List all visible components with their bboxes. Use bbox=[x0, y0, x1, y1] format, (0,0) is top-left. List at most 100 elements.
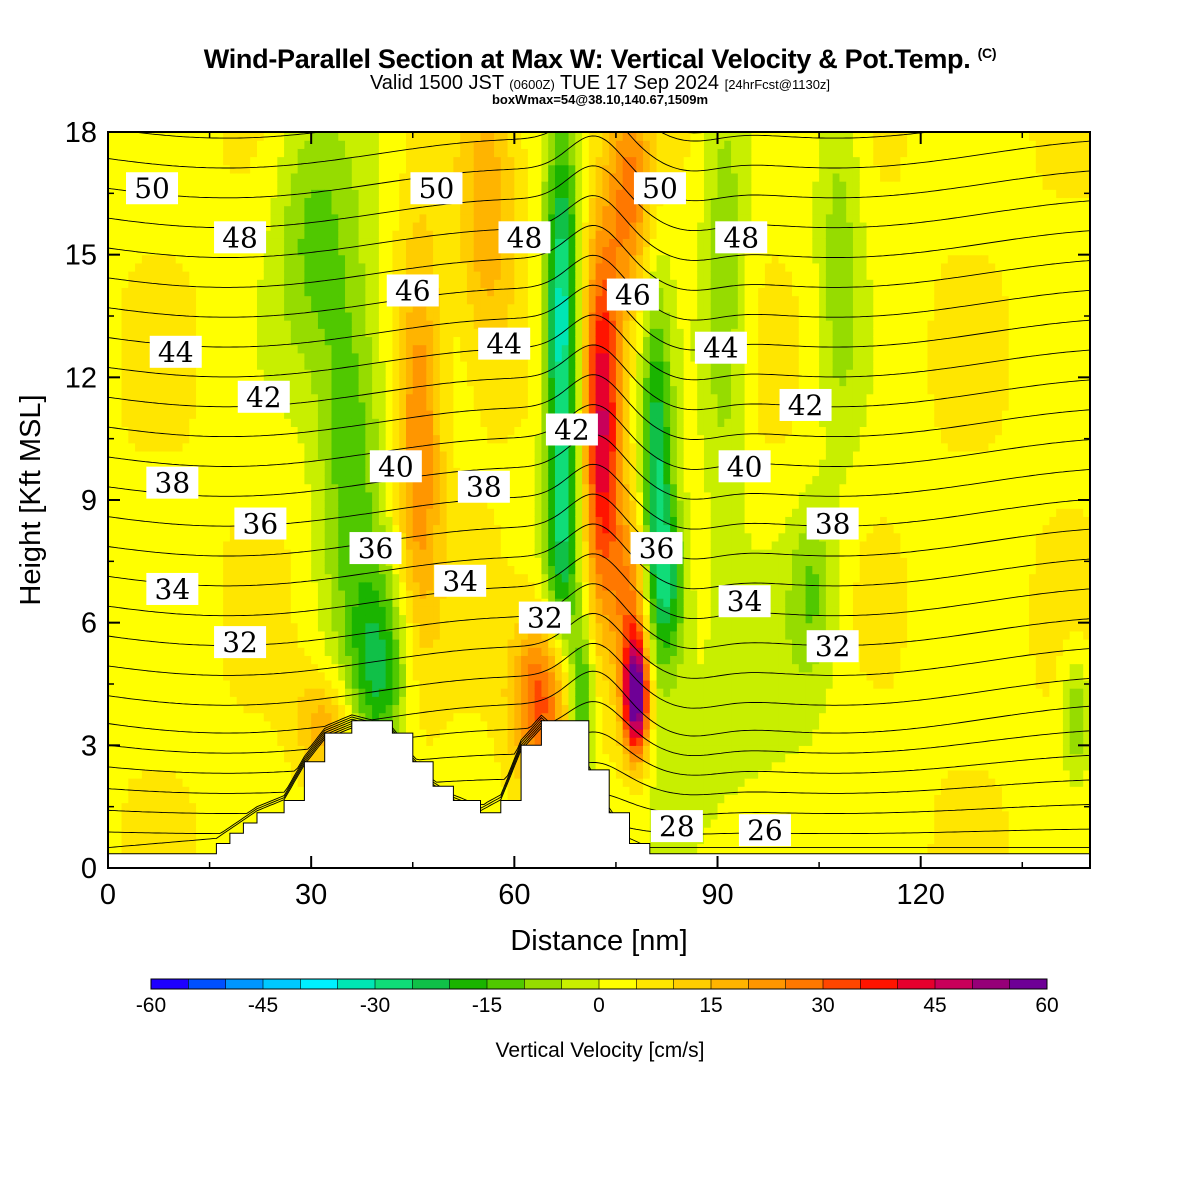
velocity-cell bbox=[270, 500, 278, 509]
velocity-cell bbox=[351, 410, 360, 419]
velocity-cell bbox=[189, 221, 197, 231]
velocity-cell bbox=[216, 344, 224, 354]
velocity-cell bbox=[358, 385, 366, 395]
velocity-cell bbox=[168, 148, 177, 158]
velocity-cell bbox=[182, 696, 190, 706]
velocity-cell bbox=[155, 786, 163, 795]
velocity-cell bbox=[378, 712, 387, 722]
velocity-cell bbox=[290, 500, 299, 509]
velocity-cell bbox=[317, 630, 326, 640]
velocity-cell bbox=[365, 295, 373, 305]
velocity-cell bbox=[114, 148, 123, 158]
velocity-cell bbox=[290, 532, 299, 542]
velocity-cell bbox=[141, 500, 150, 509]
velocity-cell bbox=[378, 295, 387, 305]
velocity-cell bbox=[114, 295, 123, 305]
velocity-cell bbox=[304, 442, 312, 452]
velocity-cell bbox=[121, 287, 129, 297]
velocity-cell bbox=[162, 786, 170, 795]
velocity-cell bbox=[229, 328, 238, 338]
velocity-cell bbox=[128, 287, 136, 297]
velocity-cell bbox=[209, 467, 217, 477]
velocity-cell bbox=[297, 565, 305, 575]
velocity-cell bbox=[202, 728, 211, 738]
velocity-cell bbox=[345, 704, 353, 714]
velocity-cell bbox=[202, 508, 211, 517]
velocity-cell bbox=[317, 557, 326, 567]
velocity-cell bbox=[466, 688, 475, 697]
velocity-cell bbox=[351, 132, 360, 141]
velocity-cell bbox=[256, 262, 265, 272]
velocity-cell bbox=[385, 688, 394, 697]
velocity-cell bbox=[338, 639, 346, 648]
velocity-cell bbox=[189, 802, 197, 812]
velocity-cell bbox=[168, 778, 177, 787]
velocity-cell bbox=[480, 622, 488, 632]
velocity-cell bbox=[182, 197, 190, 207]
velocity-cell bbox=[392, 205, 400, 215]
velocity-cell bbox=[399, 246, 407, 256]
velocity-cell bbox=[473, 311, 482, 321]
velocity-cell bbox=[162, 295, 170, 305]
velocity-cell bbox=[135, 271, 143, 280]
velocity-cell bbox=[351, 459, 360, 468]
velocity-cell bbox=[365, 238, 373, 248]
velocity-cell bbox=[466, 426, 475, 436]
velocity-cell bbox=[250, 410, 258, 419]
velocity-cell bbox=[135, 769, 143, 779]
velocity-cell bbox=[453, 164, 461, 174]
velocity-cell bbox=[155, 516, 163, 526]
velocity-cell bbox=[229, 802, 238, 812]
velocity-cell bbox=[121, 720, 129, 730]
velocity-cell bbox=[250, 213, 258, 223]
velocity-cell bbox=[385, 181, 394, 190]
velocity-cell bbox=[466, 148, 475, 158]
velocity-cell bbox=[141, 426, 150, 436]
velocity-cell bbox=[243, 369, 251, 378]
velocity-cell bbox=[256, 352, 265, 362]
velocity-cell bbox=[128, 238, 136, 248]
velocity-cell bbox=[405, 344, 414, 354]
velocity-cell bbox=[378, 344, 387, 354]
velocity-cell bbox=[284, 279, 292, 288]
velocity-cell bbox=[460, 369, 468, 378]
velocity-cell bbox=[446, 336, 454, 346]
velocity-cell bbox=[290, 467, 299, 477]
velocity-cell bbox=[392, 311, 400, 321]
velocity-cell bbox=[250, 418, 258, 427]
velocity-cell bbox=[317, 549, 326, 558]
velocity-cell bbox=[473, 172, 482, 182]
velocity-cell bbox=[162, 622, 170, 632]
velocity-cell bbox=[331, 262, 339, 272]
velocity-cell bbox=[182, 320, 190, 329]
velocity-cell bbox=[236, 311, 245, 321]
velocity-cell bbox=[216, 835, 224, 845]
velocity-cell bbox=[175, 197, 184, 207]
velocity-cell bbox=[223, 336, 231, 346]
velocity-cell bbox=[121, 565, 129, 575]
velocity-cell bbox=[263, 246, 272, 256]
velocity-cell bbox=[365, 328, 373, 338]
velocity-cell bbox=[419, 393, 427, 403]
velocity-cell bbox=[263, 745, 272, 755]
velocity-cell bbox=[256, 336, 265, 346]
velocity-cell bbox=[446, 271, 454, 280]
velocity-cell bbox=[399, 614, 407, 624]
velocity-cell bbox=[338, 344, 346, 354]
velocity-cell bbox=[114, 205, 123, 215]
velocity-cell bbox=[189, 230, 197, 239]
velocity-cell bbox=[284, 696, 292, 706]
velocity-cell bbox=[236, 271, 245, 280]
velocity-cell bbox=[466, 663, 475, 673]
velocity-cell bbox=[331, 655, 339, 665]
velocity-cell bbox=[229, 524, 238, 534]
velocity-cell bbox=[216, 778, 224, 787]
chart-title: Wind-Parallel Section at Max W: Vertical… bbox=[203, 44, 997, 74]
velocity-cell bbox=[419, 385, 427, 395]
velocity-cell bbox=[277, 442, 285, 452]
velocity-cell bbox=[108, 467, 116, 477]
velocity-cell bbox=[148, 459, 156, 468]
velocity-cell bbox=[345, 712, 353, 722]
velocity-cell bbox=[338, 230, 346, 239]
velocity-cell bbox=[148, 442, 156, 452]
